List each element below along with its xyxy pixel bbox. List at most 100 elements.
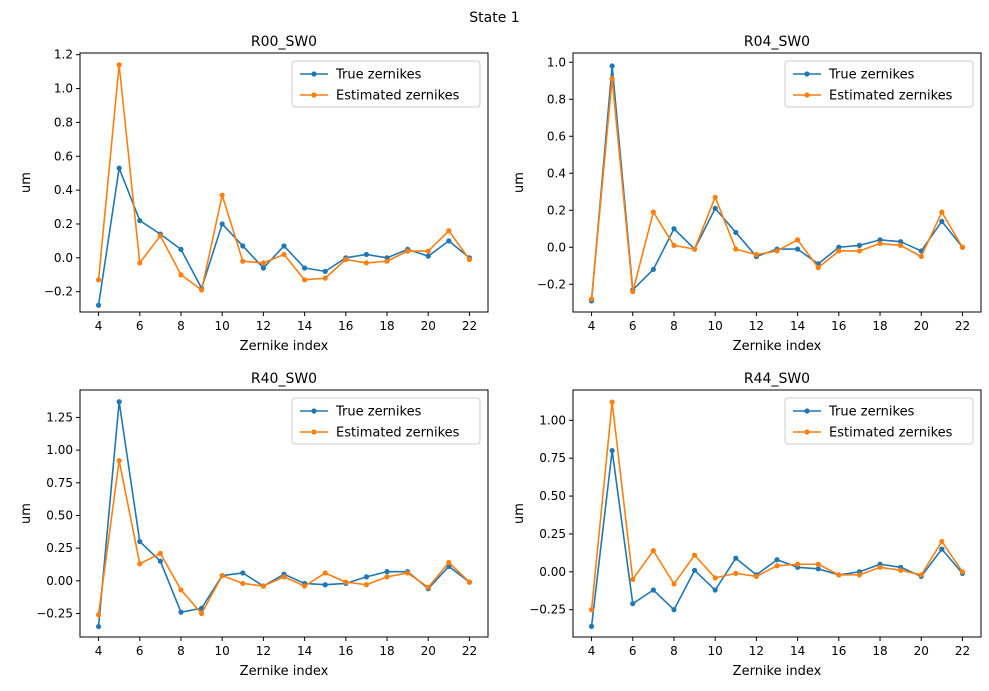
estimated-point bbox=[774, 563, 780, 569]
true-point bbox=[137, 538, 143, 545]
legend-marker bbox=[311, 408, 317, 414]
subplot-r40-sw0: R40_SW0 4 6 8 10 12 14 16 18 20 22 −0.25 0.00 0.25 0.5… bbox=[19, 371, 489, 679]
subplot-r04-sw0: R04_SW0 4 6 8 10 12 14 16 18 20 22 −0.2 0.0 0.2 0.4 0.6… bbox=[512, 34, 982, 354]
true-point bbox=[302, 265, 308, 271]
y-tick-label: 0.6 bbox=[54, 149, 73, 163]
true-point bbox=[609, 63, 615, 69]
subplot-title: R40_SW0 bbox=[251, 371, 317, 387]
x-tick-label: 14 bbox=[790, 319, 805, 333]
estimated-point bbox=[95, 612, 102, 618]
true-point bbox=[671, 226, 677, 232]
estimated-point bbox=[281, 251, 287, 258]
estimated-point bbox=[774, 248, 780, 254]
y-tick-label: 0.25 bbox=[539, 527, 566, 541]
estimated-point bbox=[877, 240, 883, 247]
x-tick-label: 22 bbox=[955, 644, 970, 658]
y-tick-label: 0.8 bbox=[547, 92, 566, 106]
legend-box bbox=[784, 60, 974, 108]
x-tick-label: 22 bbox=[462, 644, 477, 658]
subplot-title: R00_SW0 bbox=[251, 34, 317, 50]
estimated-point bbox=[733, 246, 739, 252]
x-tick-label: 18 bbox=[379, 644, 394, 658]
estimated-point bbox=[281, 574, 287, 580]
legend-label: True zernikes bbox=[828, 68, 915, 83]
y-axis-label: um bbox=[19, 503, 34, 524]
y-tick-label: 0.50 bbox=[46, 508, 73, 522]
y-tick-label: 0.6 bbox=[547, 129, 566, 143]
true-point bbox=[836, 244, 842, 250]
y-tick-label: 1.25 bbox=[46, 410, 73, 424]
estimated-point bbox=[918, 572, 924, 578]
y-tick-label: 0.2 bbox=[547, 203, 566, 217]
estimated-point bbox=[588, 607, 595, 613]
estimated-point bbox=[939, 209, 945, 215]
true-point bbox=[281, 243, 287, 249]
estimated-point bbox=[836, 248, 842, 254]
estimated-point bbox=[856, 572, 863, 578]
estimated-point bbox=[384, 258, 390, 264]
subplot-title: R44_SW0 bbox=[744, 371, 810, 387]
y-tick-label: 0.50 bbox=[539, 489, 566, 503]
true-point bbox=[384, 569, 390, 575]
estimated-point bbox=[322, 570, 328, 576]
x-axis-label: Zernike index bbox=[240, 664, 329, 679]
true-point bbox=[322, 582, 328, 588]
legend-marker bbox=[804, 408, 810, 414]
estimated-point bbox=[671, 242, 677, 248]
estimated-point bbox=[918, 253, 924, 260]
estimated-point bbox=[466, 256, 473, 263]
estimated-point bbox=[178, 272, 184, 278]
legend-marker bbox=[311, 71, 317, 77]
y-tick-label: 0.00 bbox=[539, 565, 566, 579]
true-point bbox=[137, 217, 143, 224]
true-point bbox=[939, 546, 945, 552]
x-tick-label: 18 bbox=[872, 319, 887, 333]
estimated-point bbox=[712, 194, 718, 200]
estimated-point bbox=[753, 573, 759, 579]
estimated-point bbox=[959, 244, 966, 250]
subplot-r00-sw0: R00_SW0 4 6 8 10 12 14 16 18 20 22 −0.2 0.0 0.2 0.4 0.6… bbox=[19, 34, 489, 354]
estimated-point bbox=[691, 246, 698, 252]
x-tick-label: 6 bbox=[136, 319, 144, 333]
estimated-point bbox=[302, 583, 308, 589]
legend: True zernikes Estimated zernikes bbox=[291, 397, 481, 445]
y-tick-label: 0.0 bbox=[547, 240, 566, 254]
legend-label: Estimated zernikes bbox=[829, 426, 953, 441]
legend-marker bbox=[311, 429, 317, 435]
estimated-point bbox=[753, 252, 759, 258]
y-tick-label: 0.8 bbox=[54, 115, 73, 129]
x-tick-label: 10 bbox=[708, 644, 723, 658]
true-series-line bbox=[590, 449, 964, 627]
estimated-point bbox=[856, 248, 863, 254]
x-tick-label: 10 bbox=[215, 319, 230, 333]
x-tick-label: 6 bbox=[136, 644, 144, 658]
true-point bbox=[609, 448, 615, 454]
estimated-point bbox=[343, 579, 349, 585]
figure-title: State 1 bbox=[469, 10, 519, 26]
legend-label: Estimated zernikes bbox=[336, 89, 460, 104]
estimated-point bbox=[137, 561, 143, 567]
legend-marker bbox=[311, 92, 317, 98]
legend-box bbox=[784, 397, 974, 445]
y-tick-label: −0.2 bbox=[44, 285, 73, 299]
legend-label: True zernikes bbox=[335, 68, 422, 83]
x-tick-label: 18 bbox=[872, 644, 887, 658]
x-axis-label: Zernike index bbox=[733, 339, 822, 354]
y-tick-label: 0.00 bbox=[46, 574, 73, 588]
estimated-point bbox=[609, 76, 615, 82]
true-point bbox=[446, 238, 452, 244]
x-tick-label: 4 bbox=[588, 319, 596, 333]
x-tick-label: 16 bbox=[338, 319, 353, 333]
estimated-point bbox=[630, 576, 636, 583]
y-axis-label: um bbox=[19, 172, 34, 193]
y-tick-label: 0.2 bbox=[54, 217, 73, 231]
axes-frame bbox=[572, 389, 982, 638]
y-tick-label: 0.75 bbox=[46, 476, 73, 490]
true-point bbox=[363, 574, 370, 580]
estimated-point bbox=[588, 296, 595, 302]
x-tick-label: 20 bbox=[914, 644, 929, 658]
legend-box bbox=[291, 60, 481, 108]
true-point bbox=[939, 218, 945, 224]
x-tick-label: 16 bbox=[338, 644, 353, 658]
legend-label: Estimated zernikes bbox=[829, 89, 953, 104]
